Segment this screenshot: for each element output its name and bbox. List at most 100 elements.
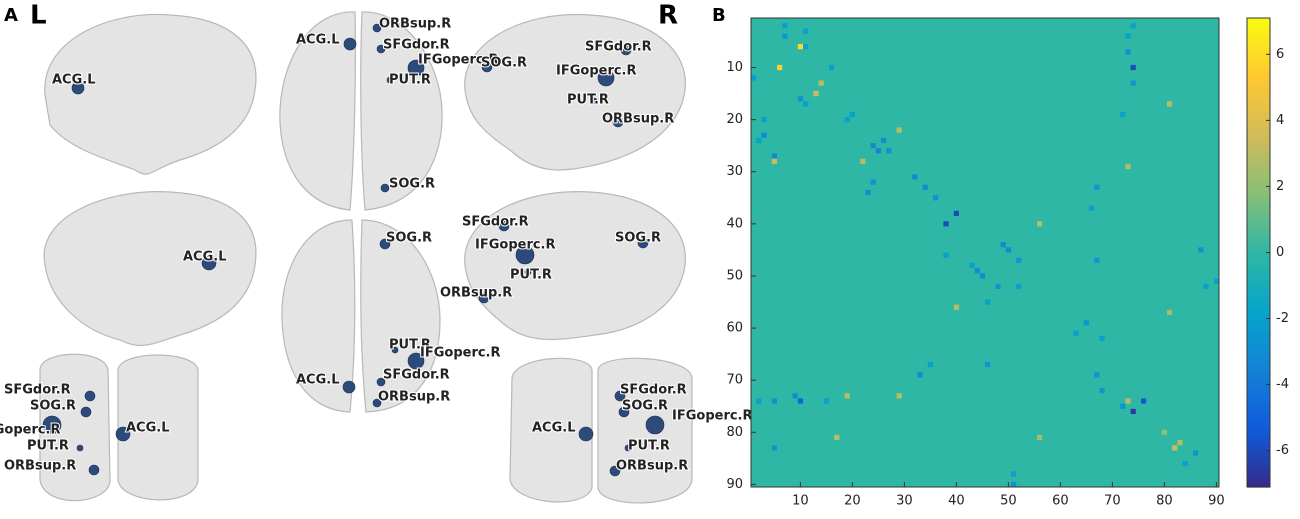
- heatmap-cell: [1125, 398, 1131, 404]
- heatmap-cell: [985, 361, 991, 368]
- colorbar-segment: [1247, 53, 1270, 58]
- brain-node: [386, 76, 394, 84]
- y-tick-label: 20: [726, 112, 743, 127]
- colorbar-segment: [1247, 436, 1270, 441]
- colorbar-segment: [1247, 279, 1270, 285]
- node-label: IFGoperc.R: [418, 53, 499, 68]
- colorbar-segment: [1247, 483, 1270, 488]
- heatmap-cell: [782, 33, 788, 39]
- colorbar-segment: [1247, 37, 1270, 43]
- heatmap-cell: [985, 299, 991, 305]
- hemisphere-label: R: [658, 1, 678, 31]
- heatmap-cell: [761, 132, 767, 138]
- brain-node: [391, 346, 399, 354]
- colorbar-segment: [1247, 193, 1270, 199]
- colorbar-segment: [1247, 416, 1270, 422]
- brain-lateral-left: [44, 13, 257, 175]
- brain-lateral-right: [464, 13, 686, 171]
- colorbar-segment: [1247, 29, 1270, 35]
- brain-node: [498, 220, 510, 232]
- colorbar-segment: [1247, 475, 1270, 480]
- colorbar-segment: [1247, 201, 1270, 207]
- heatmap-cell: [1141, 398, 1147, 404]
- brain-node: [524, 268, 532, 276]
- colorbar-segment: [1247, 111, 1270, 117]
- colorbar-segment: [1247, 479, 1270, 484]
- colorbar-segment: [1247, 107, 1270, 113]
- colorbar-segment: [1247, 455, 1270, 461]
- colorbar-segment: [1247, 150, 1270, 156]
- heatmap-cell: [1005, 247, 1011, 253]
- colorbar-segment: [1247, 408, 1270, 414]
- colorbar-segment: [1247, 389, 1270, 394]
- brain-node: [645, 415, 665, 435]
- plot-frame: [750, 17, 1220, 488]
- heatmap-cell: [1213, 278, 1219, 284]
- heatmap-cell: [771, 398, 777, 404]
- brain-node: [407, 352, 425, 370]
- colorbar-tick-label: 2: [1276, 179, 1284, 194]
- colorbar-segment: [1247, 291, 1270, 297]
- brain-medial-right: [464, 191, 686, 340]
- heatmap-cell: [870, 179, 876, 185]
- brain-node: [624, 444, 632, 452]
- colorbar-segment: [1247, 205, 1270, 211]
- colorbar-segment: [1247, 162, 1270, 168]
- colorbar-segment: [1247, 361, 1270, 367]
- node-label: ORBsup.R: [4, 459, 76, 474]
- heatmap-cell: [1016, 283, 1022, 289]
- colorbar-segment: [1247, 420, 1270, 426]
- colorbar-tick-label: 0: [1276, 245, 1284, 260]
- x-tick-label: 60: [1052, 494, 1069, 509]
- heatmap-cell: [803, 101, 809, 107]
- heatmap-cell: [979, 273, 985, 279]
- node-label: SOG.R: [615, 231, 661, 246]
- heatmap-cell: [969, 262, 975, 269]
- brain-node: [597, 69, 615, 87]
- heatmap-cell: [865, 189, 871, 196]
- heatmap-cell: [771, 153, 777, 159]
- brain-node: [478, 292, 490, 304]
- colorbar-segment: [1247, 240, 1270, 246]
- heatmap-cell: [844, 117, 850, 123]
- brain-node: [379, 238, 391, 250]
- colorbar-segment: [1247, 49, 1270, 54]
- brain-dorsal-left: [279, 11, 356, 211]
- brain-node: [71, 81, 85, 95]
- node-label: SOG.R: [622, 399, 668, 414]
- node-label: ACG.L: [296, 373, 340, 388]
- heatmap-cell: [1073, 330, 1079, 336]
- panel-b: B 10 20 30 40 50 60 70 80 90102030405060708090-6…: [712, 5, 1289, 509]
- colorbar-segment: [1247, 182, 1270, 187]
- heatmap-background: [751, 18, 1219, 487]
- x-tick-label: 10: [792, 494, 809, 509]
- brain-anterior-left: [509, 357, 593, 503]
- heatmap-cell: [1094, 257, 1100, 263]
- heatmap-cell: [1089, 205, 1095, 211]
- colorbar-segment: [1247, 64, 1270, 70]
- colorbar-segment: [1247, 252, 1270, 258]
- colorbar-segment: [1247, 60, 1270, 66]
- colorbar-segment: [1247, 268, 1270, 273]
- colorbar-segment: [1247, 217, 1270, 222]
- node-label: IFGoperc.R: [475, 238, 556, 253]
- brain-node: [481, 61, 493, 73]
- brain-ventral-right: [360, 219, 441, 413]
- heatmap-cell: [782, 23, 788, 29]
- colorbar-segment: [1247, 467, 1270, 472]
- colorbar-segment: [1247, 178, 1270, 183]
- colorbar-segment: [1247, 428, 1270, 433]
- colorbar-segment: [1247, 174, 1270, 179]
- colorbar-segment: [1247, 318, 1270, 324]
- colorbar-segment: [1247, 342, 1270, 347]
- colorbar-segment: [1247, 18, 1270, 23]
- node-label: SFGdor.R: [620, 383, 687, 398]
- heatmap-cell: [1198, 247, 1204, 253]
- colorbar-segment: [1247, 432, 1270, 437]
- x-tick-label: 70: [1104, 494, 1121, 509]
- heatmap-cell: [1120, 111, 1126, 118]
- brain-node: [637, 237, 649, 249]
- y-tick-label: 90: [726, 477, 743, 492]
- heatmap-cell: [771, 158, 777, 164]
- heatmap-cell: [1011, 471, 1017, 477]
